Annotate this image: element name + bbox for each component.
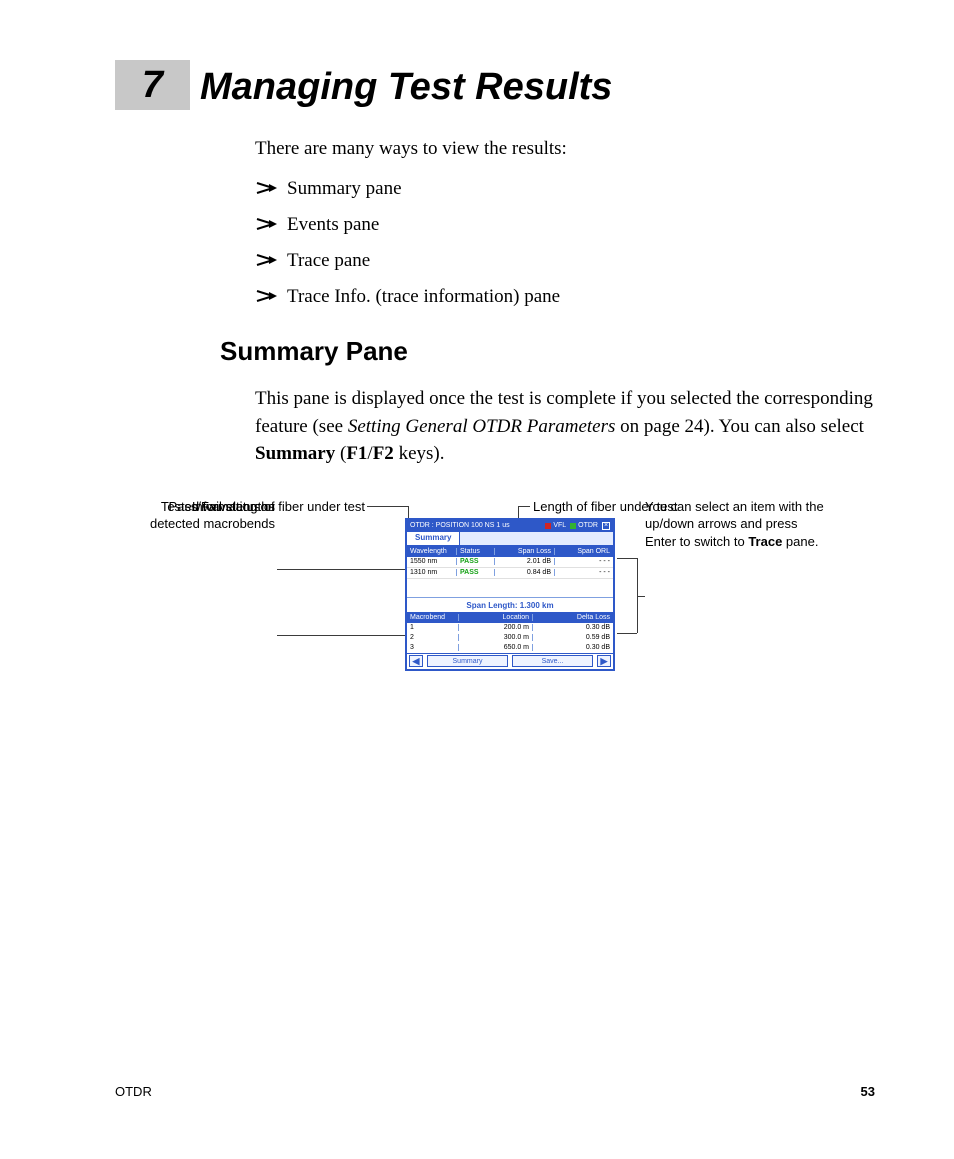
leader-line: [277, 569, 407, 570]
leader-line: [277, 635, 407, 636]
col-header: Delta Loss: [533, 614, 613, 621]
nav-prev-button[interactable]: ◀: [409, 655, 423, 667]
callout-line: Enter to switch to: [645, 534, 748, 549]
cell-mb-loc: 200.0 m: [459, 624, 533, 631]
body-text-italic: Setting General OTDR Parameters: [348, 416, 616, 437]
cell-spanorl: - - -: [555, 558, 613, 565]
leader-line: [408, 506, 409, 518]
callout-macrobends: Information on detected macrobends: [115, 498, 275, 533]
macrobend-table-header: Macrobend Location Delta Loss: [407, 612, 613, 623]
cell-mb-num: 3: [407, 644, 459, 651]
span-length: Span Length: 1.300 km: [407, 597, 613, 612]
body-text-bold: F2: [373, 443, 394, 464]
list-item: Trace Info. (trace information) pane: [255, 286, 875, 308]
body-text-bold: F1: [346, 443, 367, 464]
bullet-arrow-icon: [255, 252, 277, 268]
cell-mb-loc: 650.0 m: [459, 644, 533, 651]
chapter-number: 7: [142, 64, 163, 107]
list-item-label: Trace Info. (trace information) pane: [287, 286, 560, 307]
device-titlebar: OTDR : POSITION 100 NS 1 us VFL OTDR ×: [407, 520, 613, 532]
callout-line: up/down arrows and press: [645, 516, 797, 531]
col-header: Span ORL: [555, 548, 613, 555]
chapter-header: 7 Managing Test Results: [115, 60, 875, 110]
body-text-bold: Summary: [255, 443, 335, 464]
leader-line: [617, 558, 637, 559]
leader-line: [637, 596, 645, 597]
section-body: This pane is displayed once the test is …: [255, 385, 875, 468]
cell-mb-num: 1: [407, 624, 459, 631]
page-content: 7 Managing Test Results There are many w…: [115, 60, 875, 718]
page-number: 53: [861, 1084, 875, 1099]
body-text: keys).: [394, 443, 445, 464]
section-heading: Summary Pane: [220, 336, 875, 367]
footer-left: OTDR: [115, 1084, 152, 1099]
callout-select: You can select an item with the up/down …: [645, 498, 824, 551]
cell-mb-dl: 0.30 dB: [533, 624, 613, 631]
col-header: Status: [457, 548, 495, 555]
table-row[interactable]: 2 300.0 m 0.59 dB: [407, 633, 613, 643]
cell-spanloss: 0.84 dB: [495, 569, 555, 576]
cell-wavelength: 1310 nm: [407, 569, 457, 576]
vfl-indicator-icon: [545, 523, 551, 529]
list-item: Trace pane: [255, 250, 875, 272]
list-item-label: Events pane: [287, 214, 379, 235]
chapter-number-box: 7: [115, 60, 190, 110]
otdr-indicator-icon: [570, 523, 576, 529]
callout-line: Information on: [192, 499, 275, 514]
wavelength-table-header: Wavelength Status Span Loss Span ORL: [407, 546, 613, 557]
intro-text: There are many ways to view the results:: [255, 138, 875, 160]
nav-next-button[interactable]: ▶: [597, 655, 611, 667]
softkey-summary[interactable]: Summary: [427, 655, 508, 667]
bullet-arrow-icon: [255, 216, 277, 232]
chapter-title: Managing Test Results: [200, 68, 612, 110]
col-header: Span Loss: [495, 548, 555, 555]
bullet-arrow-icon: [255, 180, 277, 196]
spacer: [407, 579, 613, 597]
callout-line-bold: Trace: [748, 534, 782, 549]
cell-status: PASS: [457, 569, 495, 576]
table-row[interactable]: 1550 nm PASS 2.01 dB - - -: [407, 557, 613, 568]
list-item-label: Trace pane: [287, 250, 370, 271]
bullet-arrow-icon: [255, 288, 277, 304]
tab-summary[interactable]: Summary: [407, 532, 460, 545]
device-tabs: Summary: [407, 532, 613, 546]
leader-line: [367, 506, 408, 507]
col-header: Wavelength: [407, 548, 457, 555]
softkey-save[interactable]: Save...: [512, 655, 593, 667]
list-item: Events pane: [255, 214, 875, 236]
col-header: Macrobend: [407, 614, 459, 621]
callout-line: detected macrobends: [150, 516, 275, 531]
table-row[interactable]: 1310 nm PASS 0.84 dB - - -: [407, 568, 613, 579]
bullet-list: Summary pane Events pane Trace pane Trac…: [255, 178, 875, 308]
callout-line: pane.: [782, 534, 818, 549]
cell-spanloss: 2.01 dB: [495, 558, 555, 565]
vfl-label: VFL: [553, 522, 566, 529]
cell-status: PASS: [457, 558, 495, 565]
leader-line: [617, 633, 637, 634]
col-header: Location: [459, 614, 533, 621]
annotated-figure: Pass/Fail status of fiber under test Len…: [115, 498, 875, 718]
device-screenshot: OTDR : POSITION 100 NS 1 us VFL OTDR × S…: [405, 518, 615, 671]
otdr-label: OTDR: [578, 522, 598, 529]
titlebar-text: OTDR : POSITION 100 NS 1 us: [410, 522, 510, 529]
cell-spanorl: - - -: [555, 569, 613, 576]
cell-mb-num: 2: [407, 634, 459, 641]
cell-mb-loc: 300.0 m: [459, 634, 533, 641]
list-item-label: Summary pane: [287, 178, 402, 199]
close-icon[interactable]: ×: [602, 522, 610, 530]
page-footer: OTDR 53: [115, 1084, 875, 1099]
cell-mb-dl: 0.30 dB: [533, 644, 613, 651]
table-row[interactable]: 1 200.0 m 0.30 dB: [407, 623, 613, 633]
device-footer: ◀ Summary Save... ▶: [407, 653, 613, 669]
body-text: (: [335, 443, 346, 464]
leader-line: [518, 506, 530, 507]
cell-wavelength: 1550 nm: [407, 558, 457, 565]
table-row[interactable]: 3 650.0 m 0.30 dB: [407, 643, 613, 653]
list-item: Summary pane: [255, 178, 875, 200]
callout-line: You can select an item with the: [645, 499, 824, 514]
cell-mb-dl: 0.59 dB: [533, 634, 613, 641]
body-text: on page 24). You can also select: [615, 416, 864, 437]
